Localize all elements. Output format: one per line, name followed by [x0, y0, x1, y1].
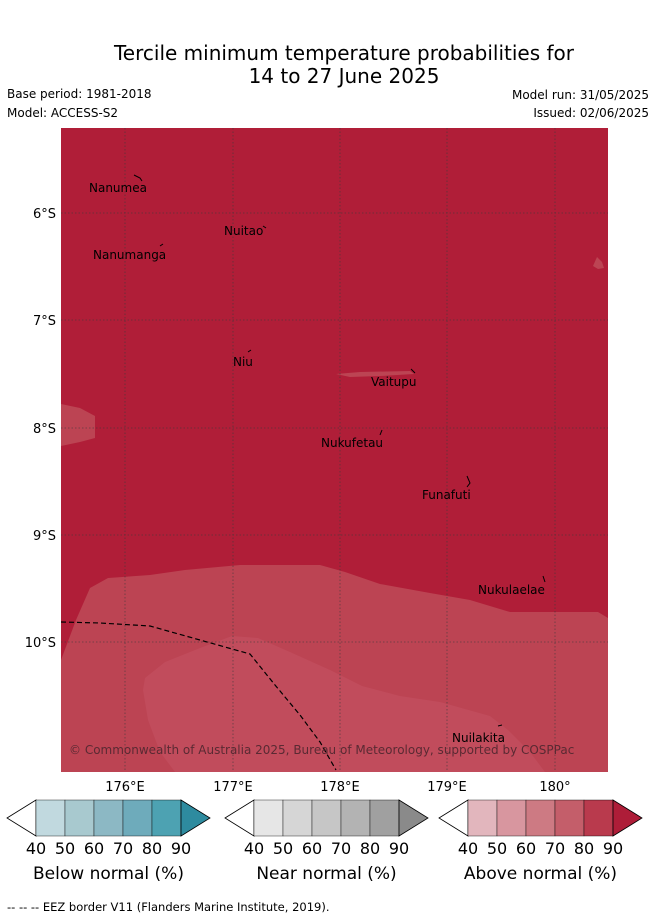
legend-below-high-triangle	[180, 799, 211, 837]
legend-below-bin-2	[64, 799, 95, 837]
legend-near-low-triangle	[224, 799, 255, 837]
legend-below-bin-4	[122, 799, 153, 837]
probability-field-east-blob	[593, 257, 604, 269]
legend-label-above: Above normal (%)	[463, 864, 618, 884]
legend-above-bin-5	[583, 799, 614, 837]
legend-below-tick-70: 70	[113, 839, 133, 858]
legend-below-tick-90: 90	[171, 839, 191, 858]
lat-label-7s: 7°S	[33, 314, 56, 329]
place-label-nukufetau: Nukufetau	[321, 436, 383, 450]
legend-near-bin-4	[340, 799, 371, 837]
model-name: Model: ACCESS-S2	[7, 106, 119, 120]
legend-near-bin-2	[282, 799, 313, 837]
legend-near-tick-90: 90	[389, 839, 409, 858]
legend-near-bin-3	[311, 799, 342, 837]
place-label-nukulaelae: Nukulaelae	[478, 583, 545, 597]
lon-label-180: 180°	[539, 780, 570, 795]
place-label-nuilakita: Nuilakita	[452, 731, 505, 745]
legend-above-bin-4	[554, 799, 585, 837]
island-nukufetau	[379, 429, 383, 436]
legend-below-bin-1	[35, 799, 66, 837]
legend-below-bin-3	[93, 799, 124, 837]
lat-label-6s: 6°S	[33, 207, 56, 222]
legend-near-high-triangle	[398, 799, 429, 837]
legend-below-low-triangle	[6, 799, 37, 837]
legend-near-tick-70: 70	[331, 839, 351, 858]
probability-field-above-60-70	[143, 636, 545, 772]
legend-below-tick-50: 50	[55, 839, 75, 858]
island-nanumanga	[159, 243, 164, 247]
island-nanumea	[133, 174, 143, 182]
lat-label-8s: 8°S	[33, 422, 56, 437]
chart-title: Tercile minimum temperature probabilitie…	[0, 42, 655, 88]
probability-field-streak	[336, 371, 414, 377]
legend-group: 40 50 60 70 80 90 40 50 60 70 80 90 40 50 60 70 80 90	[6, 799, 643, 858]
legend-near-tick-40: 40	[244, 839, 264, 858]
island-nuilakita	[497, 724, 503, 727]
legend-near-tick-80: 80	[360, 839, 380, 858]
base-period: Base period: 1981-2018	[7, 87, 152, 101]
legend-above-tick-90: 90	[603, 839, 623, 858]
probability-field-west-blob	[61, 404, 95, 446]
legend-above-tick-60: 60	[516, 839, 536, 858]
legend-above-bin-3	[525, 799, 556, 837]
place-label-nanumea: Nanumea	[89, 181, 147, 195]
place-label-niu: Niu	[233, 355, 253, 369]
island-vaitupu	[410, 368, 416, 374]
legend-near-bin-1	[253, 799, 284, 837]
legend-above-low-triangle	[438, 799, 469, 837]
copyright-notice: © Commonwealth of Australia 2025, Bureau…	[69, 743, 574, 757]
place-label-vaitupu: Vaitupu	[371, 375, 417, 389]
legend-above-bin-2	[496, 799, 527, 837]
legend-label-near: Near normal (%)	[256, 864, 397, 884]
legend-above-tick-50: 50	[487, 839, 507, 858]
place-label-funafuti: Funafuti	[422, 488, 471, 502]
title-line-2: 14 to 27 June 2025	[248, 64, 440, 88]
title-line-1: Tercile minimum temperature probabilitie…	[113, 41, 575, 65]
legend-above-high-triangle	[612, 799, 643, 837]
legend-above-tick-40: 40	[458, 839, 478, 858]
place-label-nanumanga: Nanumanga	[93, 248, 166, 262]
legend-above-tick-70: 70	[545, 839, 565, 858]
legend-label-below: Below normal (%)	[33, 864, 184, 884]
lat-label-10s: 10°S	[25, 636, 56, 651]
model-run: Model run: 31/05/2025	[511, 88, 649, 102]
island-niu	[247, 349, 252, 353]
legend-below-bin-5	[151, 799, 182, 837]
issued-date: Issued: 02/06/2025	[533, 106, 649, 120]
legend-below-tick-80: 80	[142, 839, 162, 858]
legend-below-tick-40: 40	[26, 839, 46, 858]
eez-footnote: -- -- -- EEZ border V11 (Flanders Marine…	[7, 900, 330, 914]
island-funafuti	[466, 475, 471, 488]
legend-below-tick-60: 60	[84, 839, 104, 858]
legend-near-bin-5	[369, 799, 400, 837]
legend-above-tick-80: 80	[574, 839, 594, 858]
lon-label-177e: 177°E	[213, 780, 253, 795]
lon-label-179e: 179°E	[427, 780, 467, 795]
legend-near-tick-60: 60	[302, 839, 322, 858]
lon-label-178e: 178°E	[320, 780, 360, 795]
lon-label-176e: 176°E	[105, 780, 145, 795]
lat-label-9s: 9°S	[33, 529, 56, 544]
legend-above-bin-1	[467, 799, 498, 837]
place-label-nuitao: Nuitao	[224, 224, 263, 238]
legend-near-tick-50: 50	[273, 839, 293, 858]
island-nukulaelae	[542, 575, 546, 583]
island-nuitao	[262, 225, 267, 229]
eez-border-line	[61, 621, 337, 771]
